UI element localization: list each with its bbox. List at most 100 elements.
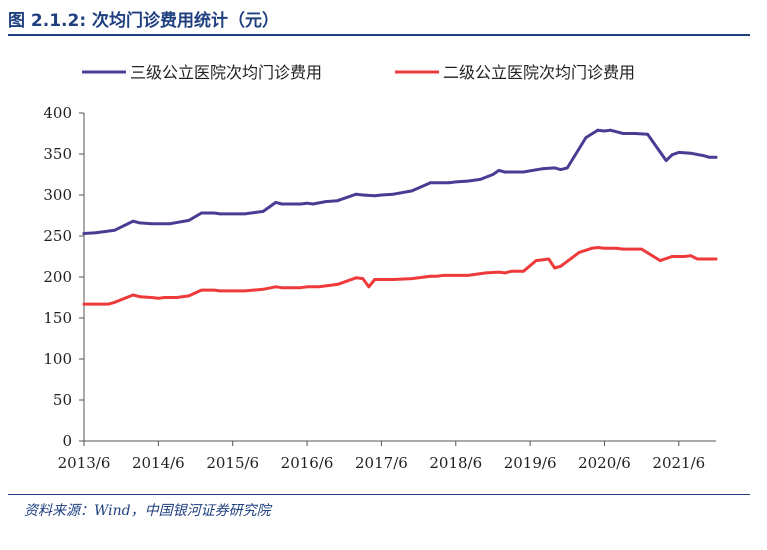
data-point-1 xyxy=(429,181,432,185)
data-point-2 xyxy=(410,277,414,280)
data-point-2 xyxy=(658,259,662,262)
data-point-1 xyxy=(187,219,191,222)
data-point-1 xyxy=(689,151,693,155)
data-point-2 xyxy=(615,246,618,250)
y-tick-label: 400 xyxy=(43,104,72,122)
data-point-1 xyxy=(596,128,600,132)
x-tick-label: 2014/6 xyxy=(132,454,185,472)
data-point-1 xyxy=(299,202,302,206)
data-point-1 xyxy=(380,193,383,197)
data-point-1 xyxy=(336,199,339,203)
data-point-1 xyxy=(410,189,414,193)
data-point-1 xyxy=(707,155,711,159)
series-line-1 xyxy=(82,128,718,235)
data-point-2 xyxy=(367,285,371,289)
data-point-2 xyxy=(261,287,265,291)
data-point-1 xyxy=(565,166,569,170)
data-point-2 xyxy=(299,286,302,290)
data-point-2 xyxy=(689,254,693,258)
title-rule xyxy=(8,34,750,36)
data-point-2 xyxy=(157,296,160,300)
data-point-1 xyxy=(261,210,265,213)
data-point-2 xyxy=(640,247,643,251)
data-point-1 xyxy=(243,212,247,216)
data-point-2 xyxy=(212,288,216,292)
data-point-1 xyxy=(212,211,216,215)
data-point-2 xyxy=(553,266,557,270)
y-tick-label: 300 xyxy=(43,186,72,204)
data-point-2 xyxy=(670,255,674,258)
data-point-1 xyxy=(540,167,544,171)
data-point-2 xyxy=(361,277,365,280)
data-point-1 xyxy=(478,178,482,181)
data-point-2 xyxy=(336,283,339,286)
chart-title: 图 2.1.2: 次均门诊费用统计（元） xyxy=(8,11,280,31)
data-point-1 xyxy=(391,192,395,196)
data-point-2 xyxy=(131,293,135,297)
y-tick-label: 350 xyxy=(43,145,72,163)
data-point-2 xyxy=(559,264,562,268)
data-point-1 xyxy=(677,151,681,154)
data-point-2 xyxy=(603,246,606,250)
x-tick-label: 2015/6 xyxy=(206,454,259,472)
data-point-1 xyxy=(200,211,203,215)
y-axis: 0 50 100 150 200 250 300 350 400 xyxy=(43,104,85,450)
y-tick-label: 250 xyxy=(43,227,72,245)
x-tick-label: 2013/6 xyxy=(58,454,111,472)
data-point-2 xyxy=(187,294,191,298)
data-point-1 xyxy=(609,128,612,132)
data-point-2 xyxy=(484,271,488,275)
data-point-1 xyxy=(584,136,588,140)
data-point-1 xyxy=(491,173,495,176)
y-tick-label: 50 xyxy=(53,391,72,409)
data-point-2 xyxy=(107,302,110,306)
y-tick-label: 100 xyxy=(43,350,72,368)
y-tick-label: 150 xyxy=(43,309,72,327)
data-point-2 xyxy=(113,301,116,304)
data-point-1 xyxy=(714,155,718,159)
data-point-1 xyxy=(447,181,451,185)
data-point-2 xyxy=(162,296,166,299)
y-tick-label: 0 xyxy=(62,432,72,450)
x-tick-label: 2017/6 xyxy=(355,454,408,472)
data-point-1 xyxy=(373,194,377,198)
data-point-2 xyxy=(435,274,439,278)
data-point-2 xyxy=(466,274,470,277)
data-point-1 xyxy=(466,179,470,183)
series-line-2 xyxy=(82,246,718,306)
data-point-2 xyxy=(274,285,278,289)
data-point-2 xyxy=(696,257,699,261)
data-point-2 xyxy=(596,246,600,249)
data-point-2 xyxy=(150,296,154,299)
data-point-2 xyxy=(590,246,594,250)
data-point-2 xyxy=(354,276,358,280)
y-tick-label: 200 xyxy=(43,268,72,286)
data-point-1 xyxy=(274,201,278,204)
data-point-2 xyxy=(317,285,321,289)
data-point-2 xyxy=(497,270,501,274)
data-point-2 xyxy=(82,302,86,306)
data-point-2 xyxy=(218,289,222,293)
data-point-1 xyxy=(324,200,327,204)
data-point-1 xyxy=(646,132,649,136)
data-point-2 xyxy=(621,247,625,251)
data-point-2 xyxy=(714,257,718,261)
data-point-2 xyxy=(305,285,309,289)
x-tick-label: 2018/6 xyxy=(429,454,482,472)
data-point-1 xyxy=(94,231,98,235)
data-point-1 xyxy=(670,153,674,157)
x-tick-label: 2021/6 xyxy=(652,454,705,472)
data-point-2 xyxy=(683,255,687,258)
data-point-1 xyxy=(702,154,705,158)
data-point-2 xyxy=(534,259,538,262)
data-point-1 xyxy=(82,232,86,235)
series-layer xyxy=(82,128,718,306)
data-point-2 xyxy=(391,278,395,281)
data-point-2 xyxy=(429,274,432,278)
data-point-2 xyxy=(441,274,445,277)
data-point-2 xyxy=(373,278,377,281)
data-point-2 xyxy=(175,296,179,299)
source-note: 资料来源：Wind，中国银河证券研究院 xyxy=(24,503,271,519)
data-point-1 xyxy=(497,169,501,172)
